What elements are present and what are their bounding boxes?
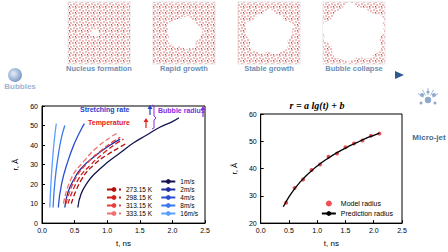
- svg-text:1.5: 1.5: [341, 227, 351, 234]
- svg-text:16m/s: 16m/s: [180, 210, 198, 217]
- svg-text:Temperature: Temperature: [88, 119, 130, 127]
- svg-text:2.5: 2.5: [397, 227, 407, 234]
- svg-text:Bubble radius: Bubble radius: [158, 107, 205, 114]
- svg-text:t, ns: t, ns: [116, 239, 131, 248]
- svg-text:0.5: 0.5: [284, 227, 294, 234]
- svg-text:30: 30: [30, 161, 38, 168]
- svg-text:333.15 K: 333.15 K: [126, 210, 153, 217]
- svg-text:2.0: 2.0: [168, 227, 178, 234]
- svg-text:10: 10: [30, 200, 38, 207]
- svg-text:r, Å: r, Å: [230, 162, 239, 175]
- svg-text:20: 20: [249, 220, 257, 227]
- svg-text:60: 60: [249, 111, 257, 118]
- svg-text:313.15 K: 313.15 K: [126, 202, 153, 209]
- svg-text:Micro-jet: Micro-jet: [412, 133, 446, 142]
- svg-text:8m/s: 8m/s: [180, 202, 195, 209]
- svg-text:40: 40: [249, 165, 257, 172]
- svg-text:Model radius: Model radius: [341, 200, 382, 207]
- svg-text:0: 0: [34, 220, 38, 227]
- svg-text:2.5: 2.5: [200, 227, 210, 234]
- svg-text:50: 50: [249, 138, 257, 145]
- svg-text:60: 60: [30, 103, 38, 110]
- svg-text:2m/s: 2m/s: [180, 186, 195, 193]
- svg-text:t, ns: t, ns: [324, 239, 339, 248]
- svg-text:Nucleus formation: Nucleus formation: [66, 64, 132, 73]
- svg-text:Rapid growth: Rapid growth: [160, 64, 208, 73]
- svg-text:Bubbles: Bubbles: [4, 82, 36, 91]
- svg-text:Prediction radius: Prediction radius: [341, 210, 394, 217]
- svg-text:1.5: 1.5: [135, 227, 145, 234]
- svg-text:2.0: 2.0: [369, 227, 379, 234]
- svg-text:1.0: 1.0: [102, 227, 112, 234]
- svg-text:40: 40: [30, 142, 38, 149]
- svg-text:4m/s: 4m/s: [180, 194, 195, 201]
- svg-text:r = a lg(t) + b: r = a lg(t) + b: [289, 100, 344, 112]
- svg-text:1.0: 1.0: [312, 227, 322, 234]
- svg-text:298.15 K: 298.15 K: [126, 194, 153, 201]
- svg-text:0.5: 0.5: [70, 227, 80, 234]
- svg-text:30: 30: [249, 192, 257, 199]
- svg-text:20: 20: [30, 181, 38, 188]
- svg-text:Bubble collapse: Bubble collapse: [325, 64, 383, 73]
- svg-text:1m/s: 1m/s: [180, 178, 195, 185]
- svg-text:0.0: 0.0: [37, 227, 47, 234]
- svg-text:50: 50: [30, 122, 38, 129]
- svg-text:0.0: 0.0: [256, 227, 266, 234]
- svg-text:Stretching rate: Stretching rate: [80, 106, 130, 114]
- svg-text:r, Å: r, Å: [11, 158, 20, 171]
- svg-text:Stable growth: Stable growth: [244, 64, 294, 73]
- svg-text:273.15 K: 273.15 K: [126, 186, 153, 193]
